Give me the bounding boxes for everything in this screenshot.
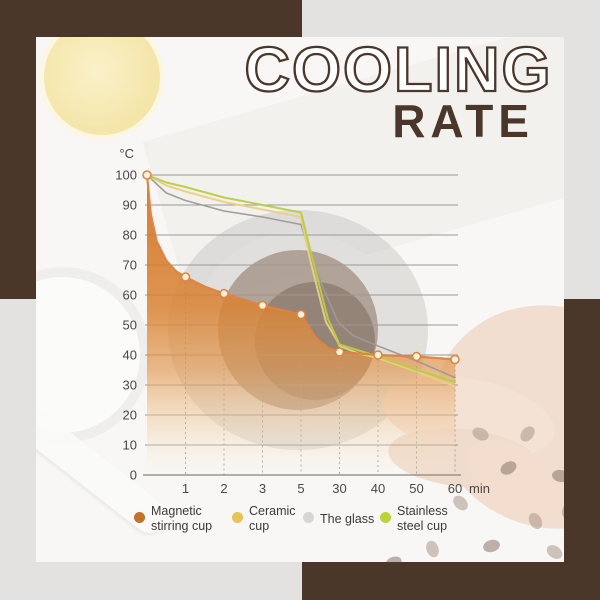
svg-text:40: 40 [123,348,137,363]
series-line [145,173,457,361]
legend-label: Ceramic cup [249,504,296,533]
svg-text:50: 50 [409,481,423,496]
y-axis-labels: 0 10 20 30 40 50 60 70 80 90 100 °C [115,146,137,483]
svg-text:80: 80 [123,228,137,243]
legend-label: Stainless steel cup [397,504,448,533]
frame-top-left-vertical [0,0,36,299]
legend-entry: Stainless steel cup [380,504,448,533]
legend-entry: Ceramic cup [232,504,296,533]
svg-text:10: 10 [123,438,137,453]
svg-text:1: 1 [182,481,189,496]
svg-text:min: min [469,481,490,496]
svg-text:°C: °C [119,146,134,161]
frame-top-left-horizontal [0,0,302,37]
x-axis-labels: 1 2 3 5 30 40 50 60 min [182,481,490,496]
series-markers [142,170,460,365]
legend-dot [380,512,391,523]
legend-dot [303,512,314,523]
legend-dot [232,512,243,523]
svg-text:30: 30 [123,378,137,393]
svg-text:2: 2 [220,481,227,496]
svg-text:60: 60 [448,481,462,496]
svg-text:5: 5 [297,481,304,496]
svg-text:30: 30 [332,481,346,496]
svg-text:70: 70 [123,258,137,273]
area-magnetic-stirring-cup [147,175,455,475]
svg-text:20: 20 [123,408,137,423]
frame-bottom-right-horizontal [302,562,600,600]
legend-dot [134,512,145,523]
title-cooling: COOLING [243,37,553,105]
svg-text:50: 50 [123,318,137,333]
legend-entry: Magnetic stirring cup [134,504,212,533]
svg-text:3: 3 [259,481,266,496]
title-rate: RATE [392,95,534,147]
legend-label: The glass [320,512,375,526]
svg-text:0: 0 [130,468,137,483]
legend-entry: The glass [303,504,374,527]
series-line [146,174,456,379]
chart-legend: Magnetic stirring cup Ceramic cup The glass S… [36,504,564,552]
svg-text:90: 90 [123,198,137,213]
svg-text:60: 60 [123,288,137,303]
series-line [146,174,456,388]
cooling-rate-chart: 0 10 20 30 40 50 60 70 80 90 100 °C 1 2 3 5 30 40 50 60 min [115,146,490,496]
lemon-slice-photo [39,37,165,140]
legend-label: Magnetic stirring cup [151,504,213,533]
frame-bottom-right-vertical [564,299,600,600]
svg-text:40: 40 [371,481,385,496]
svg-text:100: 100 [115,168,137,183]
photo-card: 0 10 20 30 40 50 60 70 80 90 100 °C 1 2 3 5 30 40 50 60 min … [36,37,564,562]
